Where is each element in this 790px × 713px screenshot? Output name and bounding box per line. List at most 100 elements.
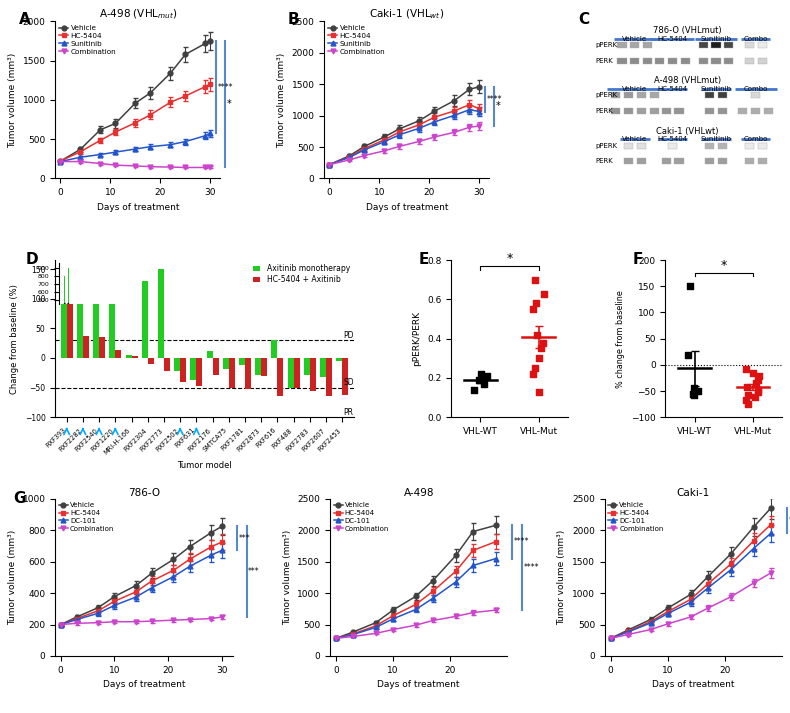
Combination: [96, 159, 105, 168]
Point: [532, 353, 545, 364]
Text: Combo: Combo: [743, 86, 768, 92]
Point: [477, 372, 490, 384]
Sunitinib: [205, 129, 215, 138]
Combination: [703, 604, 713, 612]
Combination: [465, 123, 474, 131]
Sunitinib: [111, 148, 120, 156]
Y-axis label: pPERK/PERK: pPERK/PERK: [412, 311, 422, 366]
Bar: [223, 358, 229, 369]
FancyBboxPatch shape: [758, 58, 766, 63]
Vehicle: [181, 50, 190, 58]
HC-5404: [185, 555, 194, 564]
Bar: [272, 340, 277, 358]
Line: DC-101: DC-101: [58, 548, 224, 627]
Line: HC-5404: HC-5404: [608, 522, 773, 641]
Combination: [726, 593, 735, 601]
Text: ***: ***: [788, 516, 790, 525]
X-axis label: Days of treatment: Days of treatment: [96, 202, 179, 212]
FancyBboxPatch shape: [611, 108, 620, 114]
Y-axis label: Tumor volume (mm³): Tumor volume (mm³): [8, 52, 17, 148]
HC-5404: [703, 580, 713, 588]
FancyBboxPatch shape: [681, 58, 690, 63]
Combination: [475, 122, 484, 130]
Vehicle: [145, 88, 155, 97]
Vehicle: [411, 592, 420, 600]
FancyBboxPatch shape: [618, 42, 626, 48]
FancyBboxPatch shape: [705, 158, 714, 164]
Combination: [201, 163, 210, 172]
FancyBboxPatch shape: [643, 58, 653, 63]
Vehicle: [166, 69, 175, 78]
Point: [739, 364, 752, 375]
Vehicle: [325, 160, 334, 169]
Legend: Vehicle, HC-5404, Sunitinib, Combination: Vehicle, HC-5404, Sunitinib, Combination: [59, 25, 116, 55]
Point: [473, 374, 486, 386]
HC-5404: [344, 153, 354, 161]
HC-5404: [465, 101, 474, 109]
Vehicle: [205, 37, 215, 46]
FancyBboxPatch shape: [712, 58, 720, 63]
FancyBboxPatch shape: [675, 158, 683, 164]
FancyBboxPatch shape: [718, 108, 727, 114]
Bar: [337, 358, 342, 361]
Bar: [190, 358, 197, 381]
HC-5404: [606, 634, 615, 642]
HC-5404: [468, 546, 478, 555]
Text: Vehicle: Vehicle: [623, 36, 648, 41]
Sunitinib: [450, 111, 459, 120]
Vehicle: [371, 618, 381, 627]
Bar: [148, 358, 154, 364]
Text: PERK: PERK: [595, 158, 613, 164]
Text: HC-5404: HC-5404: [657, 36, 687, 41]
Bar: [326, 358, 332, 396]
Bar: [304, 358, 310, 374]
HC-5404: [475, 104, 484, 113]
Bar: [320, 358, 326, 377]
X-axis label: Tumor model: Tumor model: [177, 461, 231, 470]
DC-101: [388, 615, 397, 623]
Bar: [261, 358, 267, 376]
Text: ****: ****: [514, 538, 529, 546]
Vehicle: [465, 85, 474, 93]
Combination: [344, 155, 354, 164]
Text: pPERK: pPERK: [595, 143, 617, 148]
FancyBboxPatch shape: [637, 143, 645, 148]
FancyBboxPatch shape: [624, 143, 633, 148]
Point: [688, 383, 701, 394]
HC-5404: [331, 634, 340, 642]
Sunitinib: [130, 145, 140, 153]
Combination: [181, 163, 190, 172]
DC-101: [686, 598, 695, 607]
Vehicle: [217, 522, 227, 530]
Combination: [331, 634, 340, 642]
Bar: [213, 358, 219, 374]
Bar: [255, 358, 261, 374]
Point: [475, 369, 487, 380]
Text: pPERK: pPERK: [595, 93, 617, 98]
Line: DC-101: DC-101: [608, 531, 773, 641]
Sunitinib: [415, 124, 424, 133]
Combination: [169, 616, 179, 625]
DC-101: [169, 573, 179, 581]
Combination: [205, 163, 215, 171]
DC-101: [185, 562, 194, 570]
Text: F: F: [633, 252, 643, 267]
Combination: [76, 158, 85, 166]
Title: A-498 (VHL$_{mut}$): A-498 (VHL$_{mut}$): [99, 8, 177, 21]
DC-101: [217, 546, 227, 555]
Combination: [411, 621, 420, 630]
FancyBboxPatch shape: [618, 58, 626, 63]
Bar: [342, 358, 348, 395]
Point: [529, 274, 541, 285]
Bar: [68, 268, 69, 340]
FancyBboxPatch shape: [718, 158, 727, 164]
Combination: [395, 142, 404, 150]
Combination: [55, 158, 65, 166]
FancyBboxPatch shape: [724, 42, 733, 48]
Sunitinib: [76, 153, 85, 162]
Y-axis label: Tumor volume (mm³): Tumor volume (mm³): [283, 530, 292, 625]
Text: G: G: [13, 491, 25, 506]
DC-101: [131, 593, 141, 601]
HC-5404: [451, 567, 461, 575]
Combination: [166, 163, 175, 171]
